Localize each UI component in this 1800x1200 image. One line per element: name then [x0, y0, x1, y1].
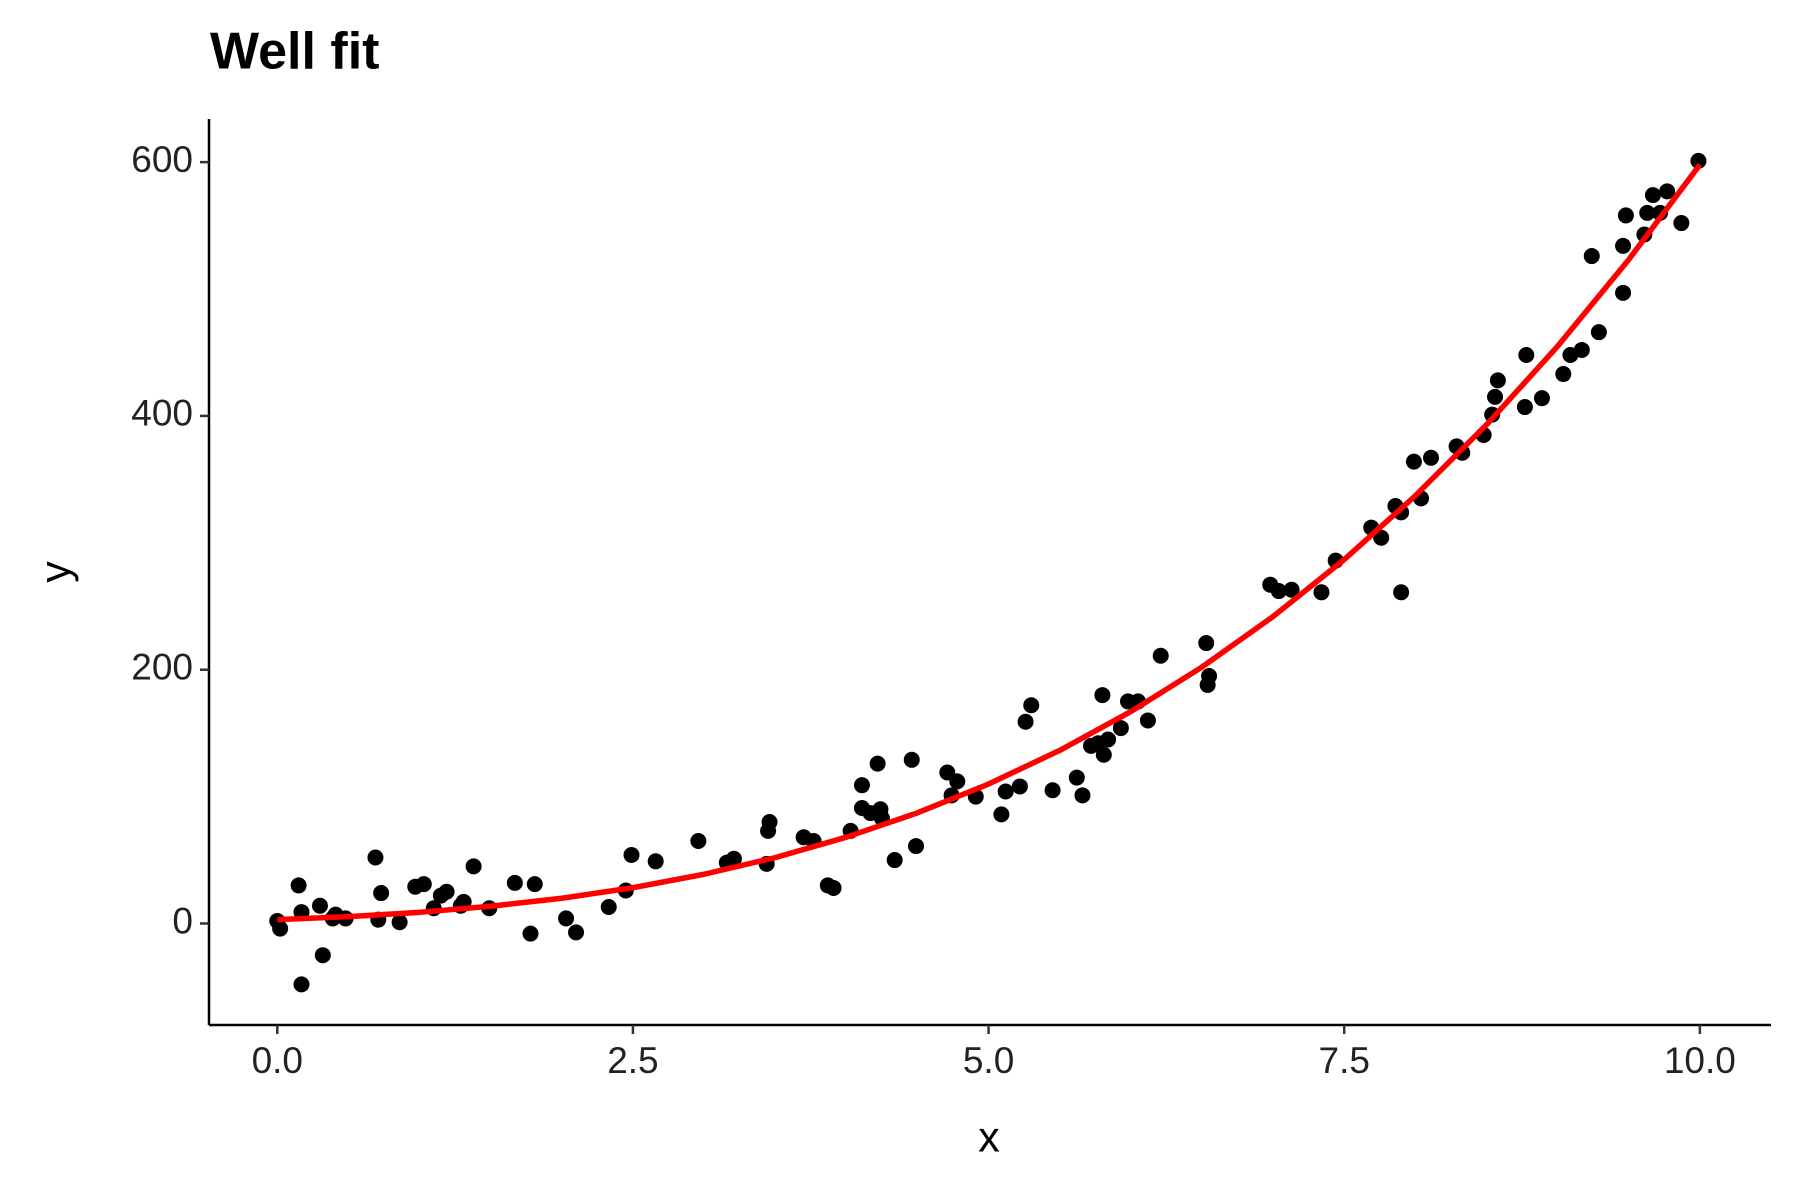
point: [993, 806, 1010, 823]
point: [1152, 647, 1169, 664]
point: [1573, 341, 1590, 358]
point: [997, 783, 1014, 800]
x-tick-label: 0.0: [252, 1040, 303, 1081]
point: [391, 914, 408, 931]
point: [1100, 731, 1117, 748]
point: [949, 773, 966, 790]
point: [1112, 720, 1129, 737]
point: [1533, 390, 1550, 407]
point: [1313, 584, 1330, 601]
point: [1423, 449, 1440, 466]
point: [558, 910, 575, 927]
point: [1555, 366, 1572, 383]
point: [1011, 778, 1028, 795]
point: [522, 925, 539, 942]
point: [825, 879, 842, 896]
point: [623, 846, 640, 863]
point: [1068, 769, 1085, 786]
fit-line: [277, 163, 1703, 923]
point: [869, 755, 886, 772]
point: [415, 876, 432, 893]
point: [1487, 388, 1504, 405]
point: [1270, 583, 1287, 600]
point: [506, 874, 523, 891]
point: [272, 920, 289, 937]
x-axis-title: x: [978, 1113, 1000, 1161]
point: [568, 924, 585, 941]
point: [1393, 584, 1410, 601]
y-tick-label: 400: [131, 393, 193, 434]
point: [1201, 668, 1218, 685]
point: [908, 838, 925, 855]
point: [1283, 581, 1300, 598]
x-tick-label: 10.0: [1664, 1040, 1736, 1081]
point: [1074, 787, 1091, 804]
y-tick-label: 0: [172, 900, 193, 941]
point: [1518, 347, 1535, 364]
y-tick-label: 200: [131, 646, 193, 687]
point: [1644, 187, 1661, 204]
point: [647, 853, 664, 870]
y-tick-label: 600: [131, 139, 193, 180]
point: [1017, 713, 1034, 730]
point: [1615, 284, 1632, 301]
point: [1095, 746, 1112, 763]
point: [886, 852, 903, 869]
point: [1617, 207, 1634, 224]
point: [1590, 324, 1607, 341]
x-tick-label: 2.5: [607, 1040, 658, 1081]
point: [1673, 215, 1690, 232]
point: [293, 976, 310, 993]
x-tick-label: 5.0: [963, 1040, 1014, 1081]
point: [290, 877, 307, 894]
point: [600, 898, 617, 915]
point: [1044, 782, 1061, 799]
point: [1659, 183, 1676, 200]
point: [465, 858, 482, 875]
point: [311, 897, 328, 914]
point: [314, 947, 331, 964]
point: [853, 777, 870, 794]
point: [1639, 204, 1656, 221]
y-axis-title: y: [31, 561, 79, 583]
point: [761, 813, 778, 830]
point: [1373, 529, 1390, 546]
point: [1023, 697, 1040, 714]
point: [1139, 712, 1156, 729]
point: [1583, 248, 1600, 265]
x-tick-label: 7.5: [1319, 1040, 1370, 1081]
point: [1489, 372, 1506, 389]
point: [690, 833, 707, 850]
point: [367, 849, 384, 866]
point: [373, 885, 390, 902]
point: [438, 883, 455, 900]
point: [903, 751, 920, 768]
point: [1516, 399, 1533, 416]
point: [1615, 237, 1632, 254]
point: [725, 850, 742, 867]
point: [1690, 152, 1707, 169]
point: [1405, 453, 1422, 470]
point: [1094, 687, 1111, 704]
point: [526, 876, 543, 893]
point: [1198, 635, 1215, 652]
chart-title: Well fit: [210, 23, 379, 81]
